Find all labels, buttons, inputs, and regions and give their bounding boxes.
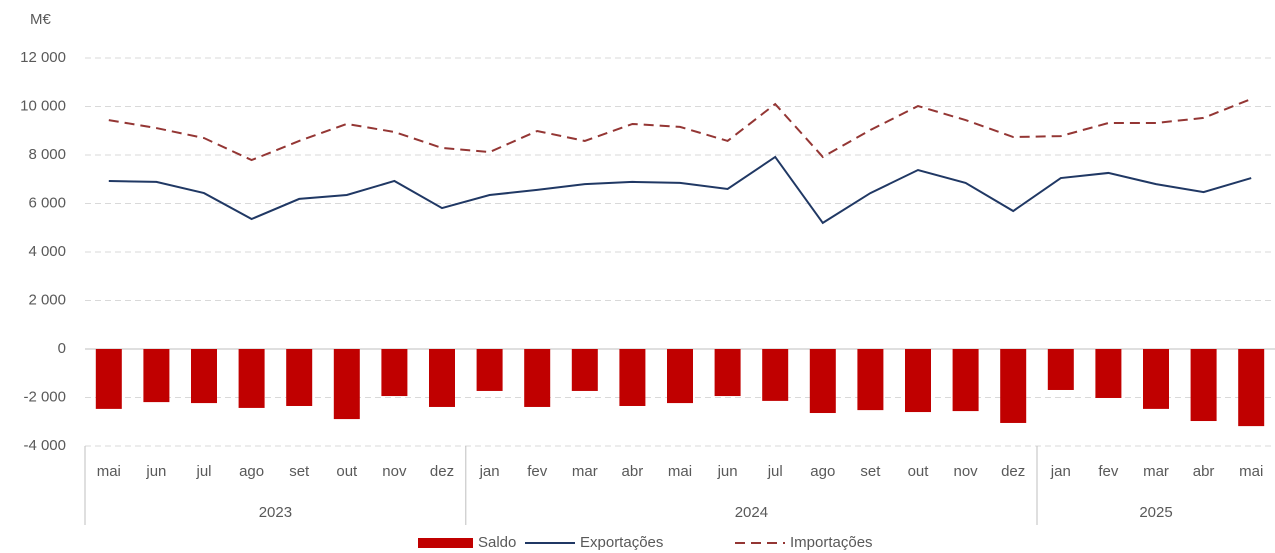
year-label: 2025 (1139, 504, 1172, 521)
line (108, 98, 1252, 162)
x-tick-label: jan (479, 463, 500, 480)
x-tick-label: jun (717, 463, 738, 480)
x-tick-label: ago (810, 463, 835, 480)
y-tick-label: 6 000 (28, 194, 66, 211)
y-tick-label: 0 (58, 340, 66, 357)
x-tick-label: fev (527, 463, 548, 480)
x-tick-label: mai (97, 463, 121, 480)
x-tick-label: jan (1050, 463, 1071, 480)
x-tick-label: set (860, 463, 881, 480)
x-tick-label: mar (1143, 463, 1169, 480)
bar (381, 349, 408, 397)
x-tick-label: dez (1001, 463, 1025, 480)
x-tick-label: jul (767, 463, 783, 480)
bar (762, 349, 789, 401)
x-tick-label: set (289, 463, 310, 480)
y-tick-label: 12 000 (20, 49, 66, 66)
y-tick-label: 10 000 (20, 97, 66, 114)
x-tick-label: abr (1193, 463, 1215, 480)
x-tick-label: nov (382, 463, 407, 480)
bar (429, 349, 455, 407)
unit-label: M€ (30, 11, 51, 28)
y-tick-label: -4 000 (23, 437, 66, 454)
x-tick-label: jun (145, 463, 166, 480)
bar (809, 349, 836, 414)
bar (667, 349, 693, 404)
bar (1095, 349, 1122, 398)
bar (286, 349, 313, 406)
legend-label: Exportações (580, 534, 663, 551)
bar (714, 349, 741, 397)
year-label: 2024 (735, 504, 768, 521)
x-tick-label: mar (572, 463, 598, 480)
bar (191, 349, 217, 404)
bar (333, 349, 360, 420)
legend-swatch (418, 538, 473, 548)
legend-label: Importações (790, 534, 873, 551)
y-tick-label: 2 000 (28, 291, 66, 308)
x-tick-label: mai (668, 463, 692, 480)
legend-label: Saldo (478, 534, 516, 551)
bar (524, 349, 551, 407)
bar (1238, 349, 1265, 427)
bar (1143, 349, 1169, 409)
y-tick-label: -2 000 (23, 388, 66, 405)
bar (571, 349, 598, 391)
y-tick-label: 4 000 (28, 243, 66, 260)
y-tick-label: 8 000 (28, 146, 66, 163)
bar (1047, 349, 1074, 390)
bar (857, 349, 884, 411)
bar (238, 349, 265, 408)
bar (143, 349, 170, 403)
x-tick-label: out (336, 463, 358, 480)
year-label: 2023 (259, 504, 292, 521)
x-tick-label: fev (1098, 463, 1119, 480)
x-tick-label: ago (239, 463, 264, 480)
line (108, 155, 1252, 225)
bar (476, 349, 503, 391)
x-tick-label: abr (622, 463, 644, 480)
bar (95, 349, 122, 409)
x-tick-label: mai (1239, 463, 1263, 480)
x-tick-label: dez (430, 463, 454, 480)
bar (952, 349, 979, 412)
bar (619, 349, 646, 406)
bar (905, 349, 931, 413)
x-tick-label: nov (954, 463, 979, 480)
bar (1190, 349, 1217, 422)
bar (1000, 349, 1027, 423)
x-tick-label: jul (195, 463, 211, 480)
x-tick-label: out (908, 463, 930, 480)
